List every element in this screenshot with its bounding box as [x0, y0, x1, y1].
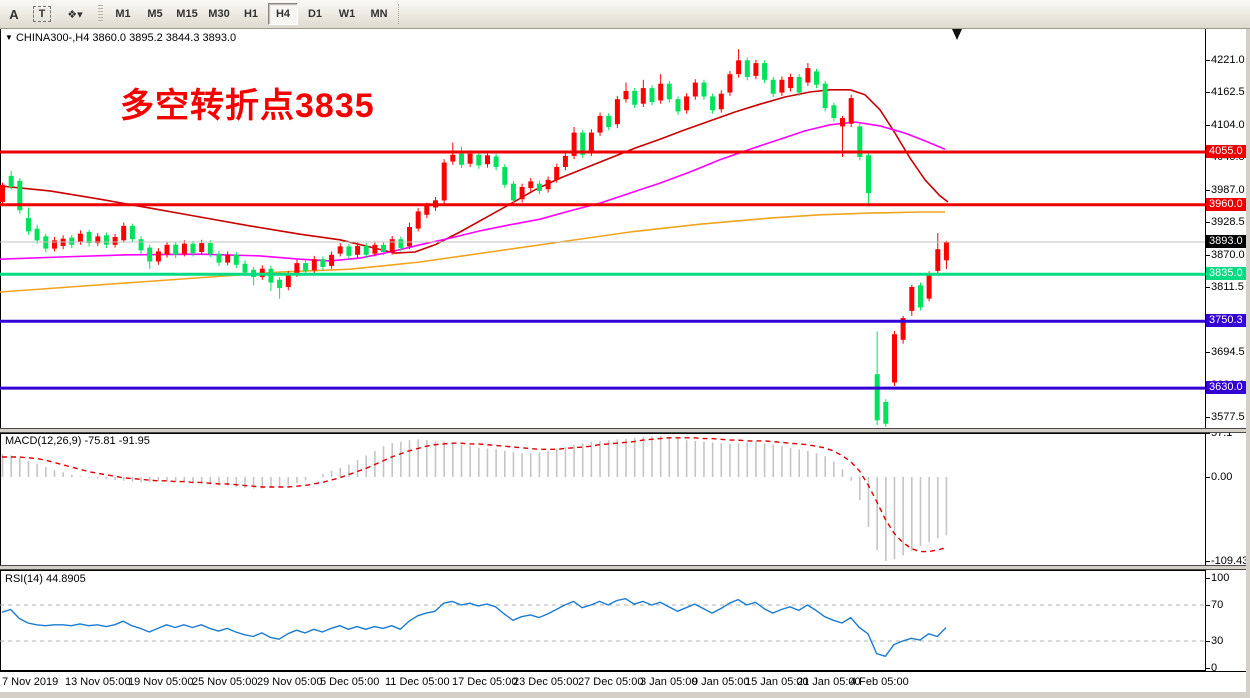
price-tick: 3811.5 [1211, 281, 1244, 293]
time-label: 23 Dec 05:00 [513, 676, 579, 688]
price-tick: 3577.5 [1211, 411, 1245, 423]
tick-mark [1205, 561, 1210, 562]
macd-header: MACD(12,26,9) -75.81 -91.95 [5, 435, 150, 447]
rsi-tick: 100 [1211, 572, 1230, 584]
panel-splitter-macd[interactable] [0, 428, 1250, 433]
ohlc-values: 3860.0 3895.2 3844.3 3893.0 [92, 32, 237, 44]
timeframe-button-m15[interactable]: M15 [176, 8, 198, 20]
toolbar-separator [398, 4, 406, 24]
timeframe-button-m5[interactable]: M5 [147, 8, 163, 20]
toolbar: A T ❖ ▾ M1 M5 M15 M30 H1 H4 D1 W1 MN [0, 0, 1250, 29]
price-tick: 4104.0 [1211, 119, 1245, 131]
timeframe-button-mn[interactable]: MN [370, 8, 388, 20]
tick-mark [1205, 641, 1210, 642]
time-label: 21 Jan 05:00 [797, 676, 861, 688]
rsi-header: RSI(14) 44.8905 [5, 573, 86, 585]
tick-mark [1205, 190, 1210, 191]
tick-mark [1205, 255, 1210, 256]
time-label: 3 Jan 05:00 [640, 676, 698, 688]
timeframe-button-group: M1 M5 M15 M30 H1 H4 D1 W1 MN [107, 3, 395, 25]
window-edge [1246, 28, 1250, 698]
time-label: 19 Nov 05:00 [128, 676, 194, 688]
price-tick: 3694.5 [1211, 346, 1245, 358]
tick-mark [1205, 417, 1210, 418]
price-badge: 3960.0 [1206, 198, 1249, 211]
price-tick: 4162.5 [1211, 86, 1245, 98]
tick-mark [1205, 125, 1210, 126]
price-badge: 3893.0 [1206, 235, 1249, 248]
price-tick: 3928.5 [1211, 216, 1245, 228]
price-tick: 3870.0 [1211, 249, 1245, 261]
symbol-period-label: CHINA300-,H4 [15, 32, 90, 44]
timeframe-button-h1[interactable]: H1 [243, 8, 259, 20]
crosshair-diamond-icon: ❖ [67, 8, 78, 21]
time-label: 17 Dec 05:00 [452, 676, 518, 688]
time-label: 27 Dec 05:00 [578, 676, 644, 688]
tick-mark [1205, 352, 1210, 353]
tick-mark [1205, 668, 1210, 669]
shift-marker-icon [952, 29, 962, 40]
time-label: 7 Nov 2019 [2, 676, 59, 688]
time-label: 9 Jan 05:00 [692, 676, 750, 688]
tick-mark [1205, 287, 1210, 288]
time-label: 5 Dec 05:00 [320, 676, 380, 688]
cursor-style-dropdown-button[interactable]: ❖ ▾ [57, 3, 93, 25]
tick-mark [1205, 578, 1210, 579]
time-label: 4 Feb 05:00 [850, 676, 909, 688]
chevron-down-icon: ▾ [77, 8, 83, 21]
price-badge: 4055.0 [1206, 145, 1249, 158]
tick-mark [1205, 433, 1210, 434]
timeframe-button-m1[interactable]: M1 [115, 8, 131, 20]
price-badge: 3630.0 [1206, 381, 1249, 394]
price-badge: 3750.3 [1206, 314, 1249, 327]
time-axis-band [0, 692, 1250, 698]
rsi-tick: 0 [1211, 662, 1218, 674]
rsi-tick: 70 [1211, 599, 1224, 611]
price-badge: 3835.0 [1206, 267, 1249, 280]
timeframe-button-d1[interactable]: D1 [307, 8, 323, 20]
symbol-dropdown-icon[interactable]: ▼ [5, 33, 13, 42]
tick-mark [1205, 605, 1210, 606]
text-label-tool-button[interactable]: A [9, 6, 19, 22]
price-tick: 4221.0 [1211, 54, 1245, 66]
text-tool-button[interactable]: T [33, 6, 51, 22]
macd-tick: -109.43 [1211, 555, 1249, 567]
annotation-text: 多空转折点3835 [120, 87, 375, 125]
tick-mark [1205, 477, 1210, 478]
time-label: 11 Dec 05:00 [385, 676, 450, 688]
time-label: 13 Nov 05:00 [65, 676, 131, 688]
timeframe-button-w1[interactable]: W1 [338, 8, 356, 20]
time-label: 25 Nov 05:00 [192, 676, 258, 688]
timeframe-button-m30[interactable]: M30 [208, 8, 230, 20]
time-label: 15 Jan 05:00 [745, 676, 809, 688]
macd-tick: 0.00 [1211, 471, 1233, 483]
tick-mark [1205, 92, 1210, 93]
tick-mark [1205, 60, 1210, 61]
timeframe-button-h4[interactable]: H4 [268, 3, 298, 25]
price-tick: 3987.0 [1211, 184, 1245, 196]
panel-splitter-rsi[interactable] [0, 565, 1250, 570]
rsi-tick: 30 [1211, 635, 1224, 647]
chart-title: ▼ CHINA300-,H4 3860.0 3895.2 3844.3 3893… [5, 32, 236, 44]
time-label: 29 Nov 05:00 [257, 676, 323, 688]
toolbar-grip[interactable] [98, 5, 103, 23]
tick-mark [1205, 222, 1210, 223]
